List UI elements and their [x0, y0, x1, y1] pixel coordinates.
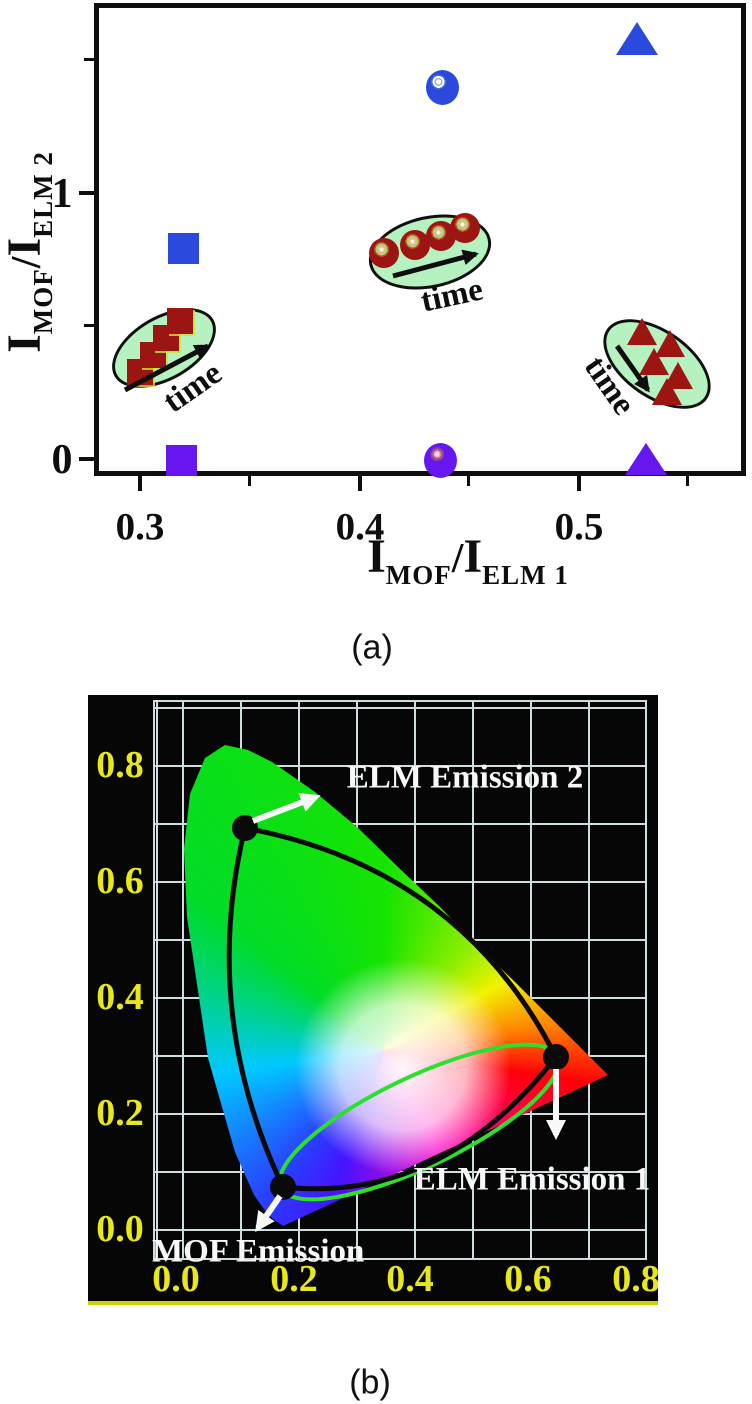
mof-emission-label: MOF Emission	[152, 1233, 365, 1270]
inset-bullseye-circle	[450, 213, 480, 243]
y-tick-label: 1	[51, 171, 73, 217]
curve-mof-to-elm1	[282, 1055, 558, 1192]
data-point-triangle-purple	[625, 443, 667, 475]
x-tick-minor	[467, 476, 470, 486]
elm-emission-1-label: ELM Emission 1	[413, 1161, 651, 1198]
curve-elm2-to-elm1	[244, 825, 559, 1059]
x-tick-major	[577, 476, 581, 491]
inset-bullseye-circle	[369, 238, 399, 268]
mof-emission-arrow	[255, 1194, 283, 1233]
x-title-sub1: MOF	[385, 560, 452, 590]
cie-x-tick-label: 0.4	[386, 1258, 434, 1300]
inset-bullseye-circle	[400, 230, 430, 260]
data-point-circle-blue	[426, 70, 459, 105]
cie-x-tick-label: 0.0	[152, 1258, 200, 1300]
x-tick-major	[358, 476, 362, 491]
caption-a: (a)	[351, 628, 393, 667]
time-arrow-triangles	[614, 344, 651, 393]
time-arrow-circles	[392, 249, 479, 279]
cie-y-tick-label: 0.4	[96, 976, 144, 1018]
x-tick-minor	[686, 476, 689, 486]
x-title-I2: I	[463, 530, 483, 583]
panel-a-arrows	[123, 249, 651, 393]
cie-x-tick-label: 0.8	[612, 1258, 658, 1300]
curve-elm2-to-mof	[226, 827, 286, 1189]
cie-overlay	[226, 792, 569, 1233]
x-tick-minor	[248, 476, 251, 486]
cie-x-tick-label: 0.6	[504, 1258, 552, 1300]
y-tick-major	[79, 457, 94, 461]
inset-square-step	[167, 308, 193, 334]
x-title-sub2: ELM 1	[482, 560, 569, 590]
x-tick-major	[138, 476, 142, 491]
inset-triangle	[627, 318, 657, 345]
elm-emission-1-point	[543, 1044, 569, 1070]
x-tick-label: 0.3	[115, 505, 165, 549]
y-tick-label: 0	[51, 437, 73, 483]
data-point-square-purple	[166, 445, 197, 476]
y-tick-major	[79, 191, 94, 195]
x-axis-title: IMOF/IELM 1	[367, 529, 569, 591]
time-arrow-squares	[123, 343, 211, 393]
cie-y-tick-label: 0.2	[96, 1092, 144, 1134]
inset-triangle	[652, 378, 682, 405]
x-tick-label: 0.5	[554, 505, 604, 549]
cie-y-tick-label: 0.0	[96, 1208, 144, 1250]
elm-emission-2-point	[232, 815, 258, 841]
data-point-triangle-blue	[616, 22, 658, 55]
caption-b: (b)	[349, 1363, 391, 1402]
x-title-I1: I	[367, 530, 386, 583]
cie-diagram-panel: 0.8 0.6 0.4 0.2 0.0 0.0 0.2 0.4 0.6 0.8 …	[88, 695, 658, 1305]
elm-emission-2-label: ELM Emission 2	[346, 759, 584, 796]
elm-emission-2-arrow	[251, 792, 321, 824]
cie-y-tick-label: 0.8	[96, 744, 144, 786]
cie-x-tick-label: 0.2	[270, 1258, 318, 1300]
y-tick-minor	[84, 324, 94, 327]
cie-y-tick-label: 0.6	[96, 860, 144, 902]
mof-emission-point	[270, 1174, 296, 1200]
y-tick-minor	[84, 58, 94, 61]
data-point-square-blue	[168, 233, 199, 264]
x-title-slash: /	[451, 536, 464, 582]
x-tick-label: 0.4	[335, 505, 385, 549]
data-point-circle-purple	[424, 443, 457, 478]
